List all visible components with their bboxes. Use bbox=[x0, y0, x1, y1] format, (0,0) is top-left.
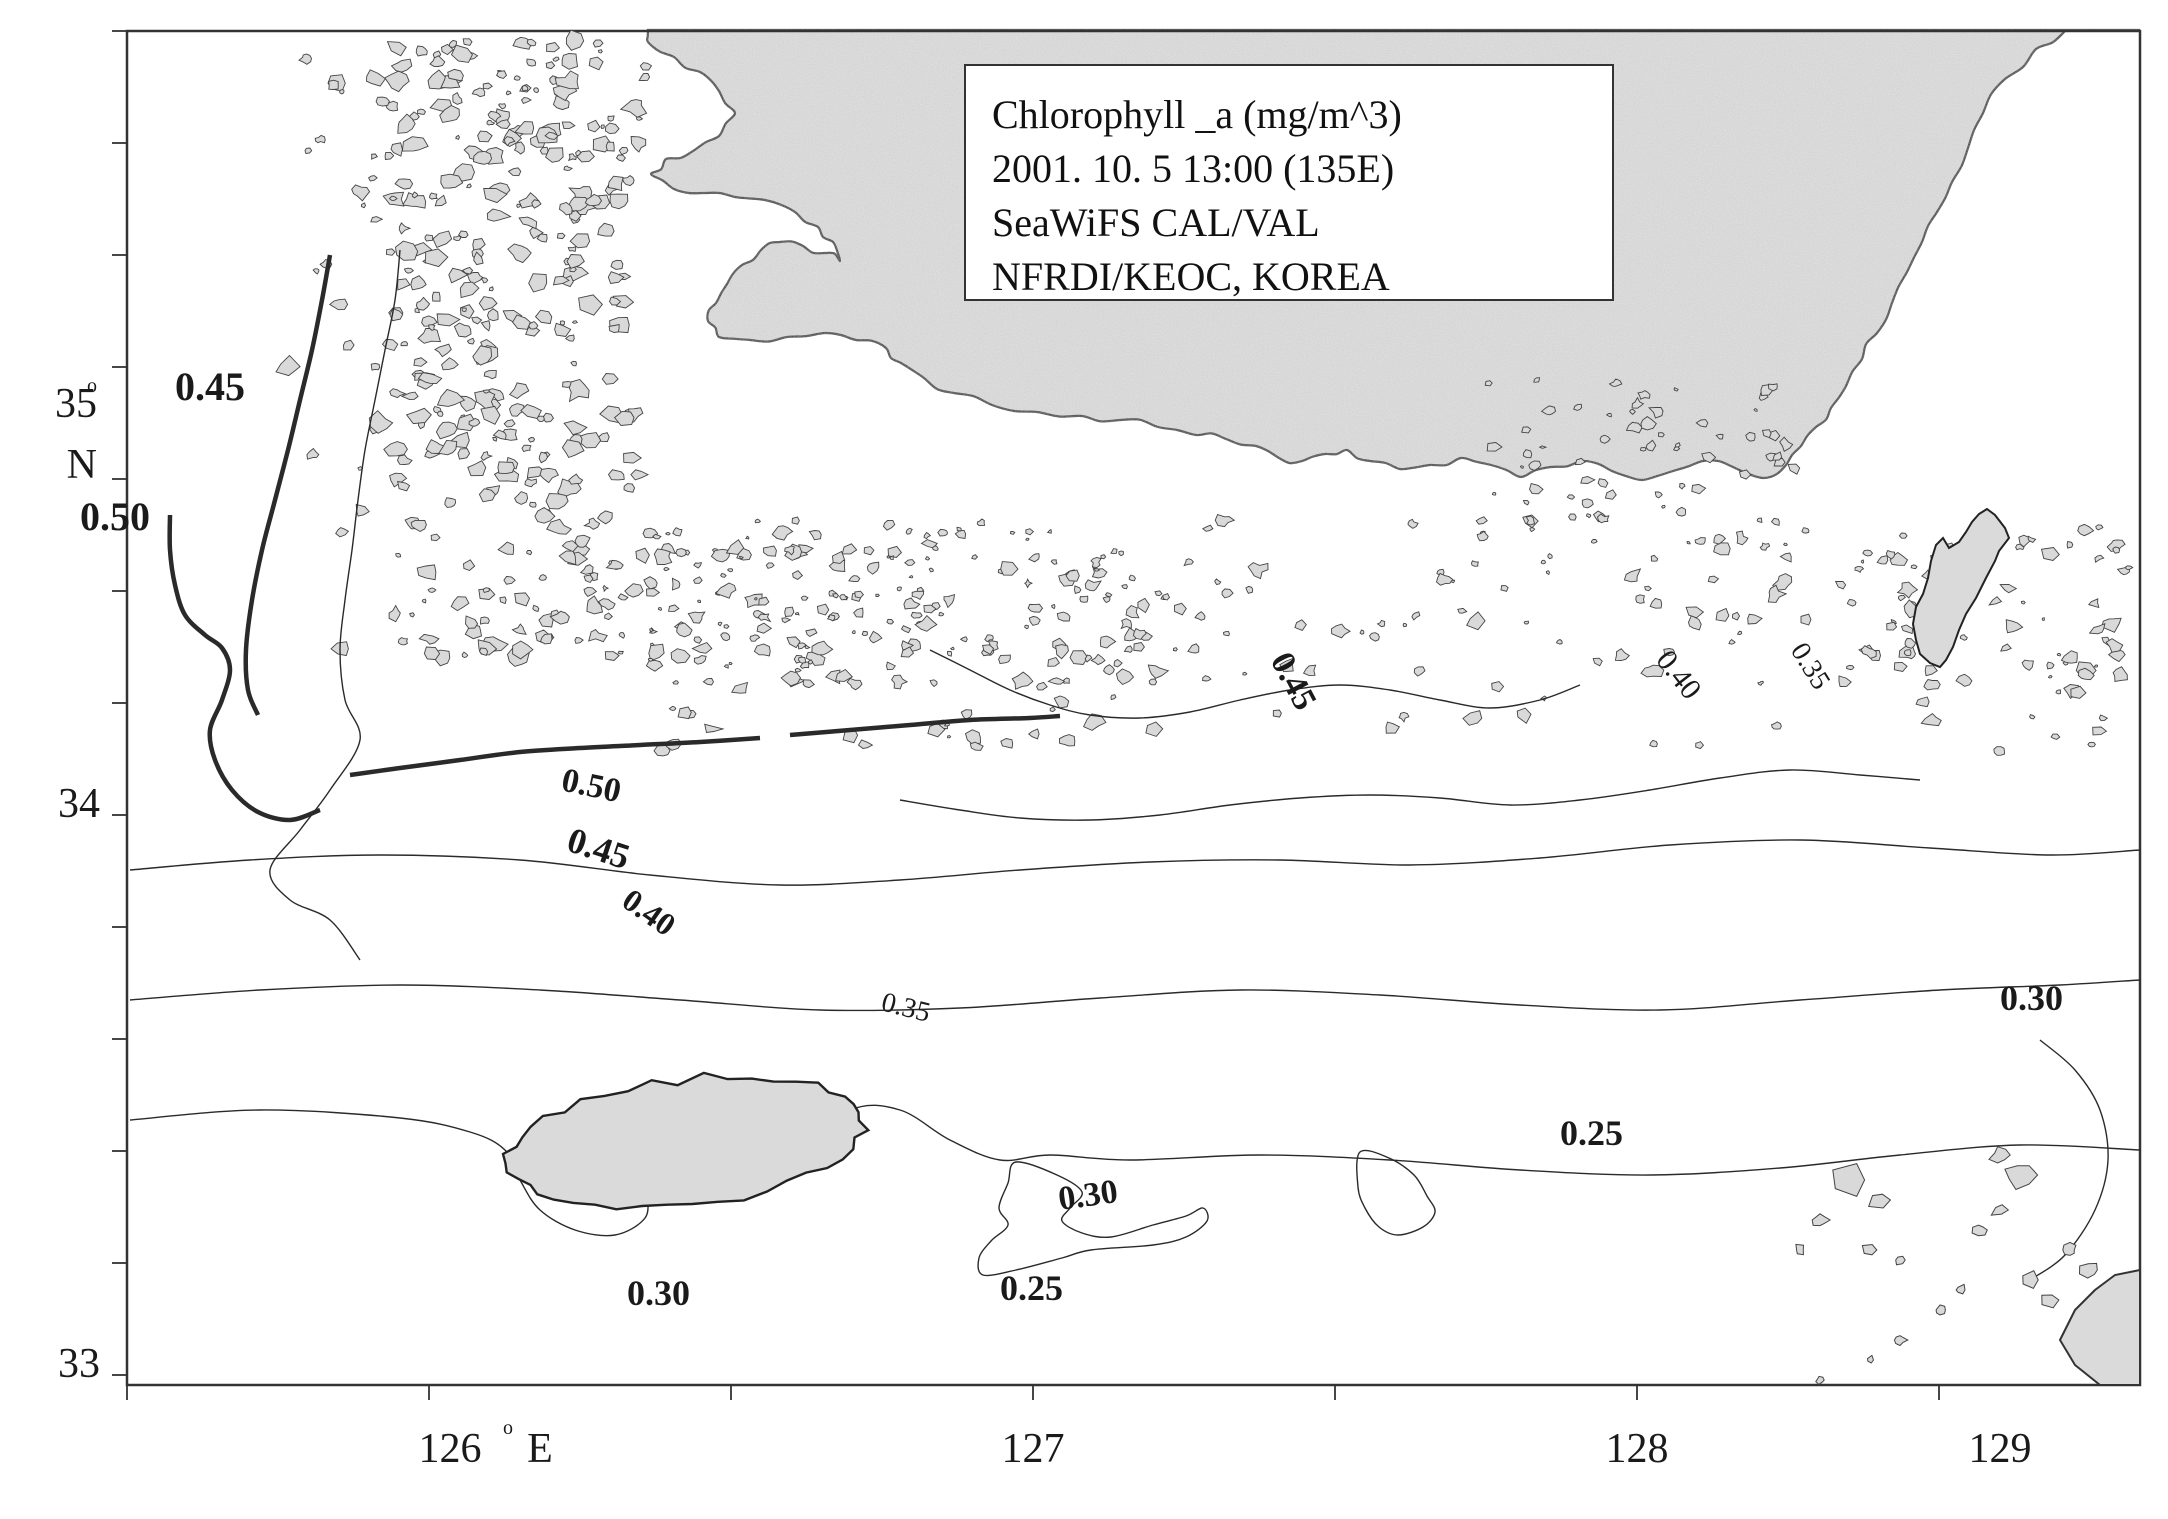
svg-text:N: N bbox=[67, 442, 97, 488]
svg-text:SeaWiFS CAL/VAL: SeaWiFS CAL/VAL bbox=[992, 200, 1320, 245]
svg-text:0.50: 0.50 bbox=[80, 494, 150, 539]
svg-text:126: 126 bbox=[419, 1426, 482, 1472]
svg-text:0.45: 0.45 bbox=[175, 364, 245, 409]
svg-text:o: o bbox=[503, 1417, 513, 1439]
svg-text:129: 129 bbox=[1969, 1426, 2032, 1472]
svg-text:128: 128 bbox=[1606, 1426, 1669, 1472]
svg-text:0.25: 0.25 bbox=[1560, 1113, 1623, 1153]
svg-text:0.25: 0.25 bbox=[1000, 1268, 1063, 1308]
svg-text:34: 34 bbox=[58, 781, 100, 827]
svg-text:0.30: 0.30 bbox=[627, 1273, 690, 1313]
svg-text:E: E bbox=[527, 1426, 553, 1472]
svg-text:Chlorophyll _a (mg/m^3): Chlorophyll _a (mg/m^3) bbox=[992, 92, 1402, 137]
svg-text:NFRDI/KEOC, KOREA: NFRDI/KEOC, KOREA bbox=[992, 254, 1390, 299]
svg-text:2001. 10. 5 13:00 (135E): 2001. 10. 5 13:00 (135E) bbox=[992, 146, 1394, 191]
svg-text:0.30: 0.30 bbox=[2000, 978, 2063, 1018]
svg-text:33: 33 bbox=[58, 1341, 100, 1387]
svg-text:127: 127 bbox=[1002, 1426, 1065, 1472]
svg-text:o: o bbox=[87, 375, 97, 397]
